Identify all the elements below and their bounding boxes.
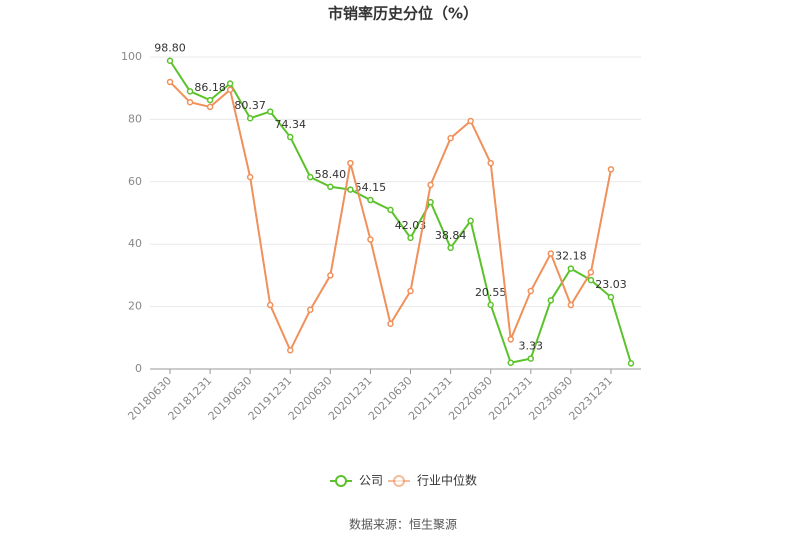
point [507,359,514,367]
point [206,96,214,104]
series-line [169,81,612,353]
value-label: 80.37 [234,99,266,112]
point [206,103,214,111]
legend-label: 公司 [359,474,383,488]
y-tick-label: 60 [128,175,142,188]
value-label: 3.33 [519,340,544,353]
point [246,114,254,122]
x-tick-label: 20231231 [566,374,615,423]
y-tick-label: 40 [128,237,142,250]
point [287,347,294,354]
point [427,181,434,189]
point [226,80,234,87]
point [186,88,194,95]
point [347,159,354,167]
point [166,57,174,64]
source: 数据来源：恒生聚源 [349,517,457,532]
legend-marker [393,475,405,487]
point [547,297,555,304]
value-label: 42.03 [395,219,427,232]
point [307,306,314,313]
point [527,287,535,295]
point [266,301,274,309]
point [407,287,414,295]
point [567,301,575,309]
value-label: 98.80 [154,42,186,55]
point [507,336,514,343]
value-label: 58.40 [315,168,347,181]
point [567,265,575,272]
point [447,134,454,142]
point [367,196,374,204]
point [186,98,194,106]
point [347,186,354,193]
value-label: 74.34 [275,118,307,131]
point [607,166,615,173]
point [407,234,414,242]
legend-label: 行业中位数 [417,473,477,488]
y-tick-label: 20 [128,300,142,313]
point [226,86,234,94]
value-label: 20.55 [475,286,507,299]
point [607,293,615,301]
value-label: 54.15 [355,181,387,194]
value-label: 86.18 [194,81,226,94]
point [427,198,434,206]
y-tick-label: 0 [135,362,142,375]
point [547,250,555,257]
point [527,355,535,362]
point [266,108,274,115]
point [487,301,494,309]
value-label: 23.03 [595,278,627,291]
point [327,183,334,191]
value-label: 32.18 [555,250,587,263]
point [587,276,595,284]
point [447,244,454,252]
y-tick-label: 80 [128,112,142,125]
point [387,206,394,214]
point [166,78,174,86]
point [487,159,494,167]
series-line [169,60,632,364]
point [287,133,294,141]
point [587,269,595,276]
point [467,117,474,125]
point [367,236,374,243]
point [327,272,334,279]
point [467,217,474,225]
point [307,173,314,181]
point [627,360,635,367]
value-label: 38.84 [435,229,467,242]
point [387,320,394,328]
chart-title: 市销率历史分位（%） [328,5,478,23]
legend-marker [335,475,347,487]
y-tick-label: 100 [121,50,142,63]
point [246,173,254,181]
